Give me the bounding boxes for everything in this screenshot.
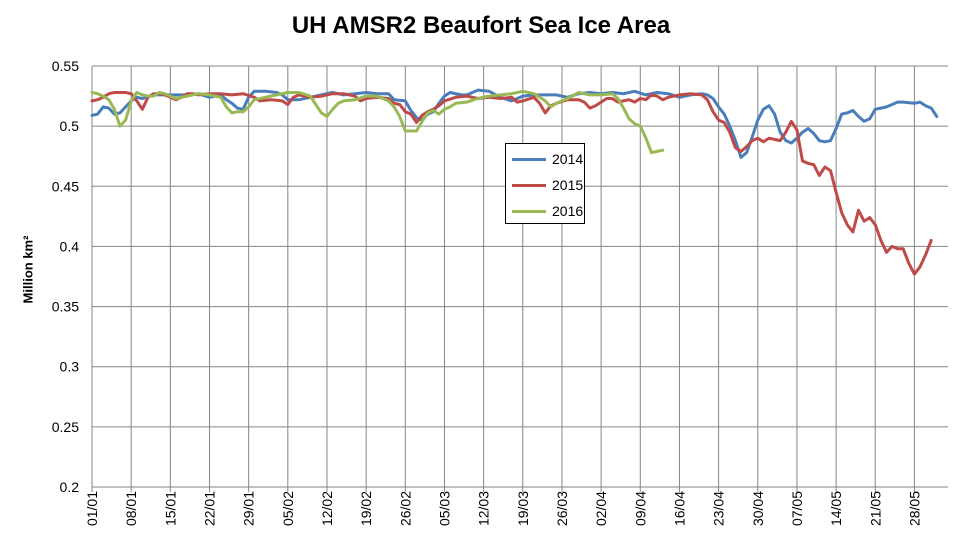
legend-item-2015: 2015 bbox=[512, 175, 583, 195]
series-line-2014 bbox=[90, 88, 939, 159]
chart-title: UH AMSR2 Beaufort Sea Ice Area bbox=[291, 12, 671, 39]
tick-labels: 0.2 0.25 0.3 0.35 0.4 0.45 0.5 0.55 01/01 08/01 15… bbox=[52, 58, 923, 526]
series-line-2016 bbox=[90, 89, 665, 155]
x-tick-label: 05/02 bbox=[280, 491, 296, 526]
legend-item-2016: 2016 bbox=[512, 201, 583, 221]
legend-label-2015: 2015 bbox=[552, 177, 584, 193]
legend-item-2014: 2014 bbox=[512, 149, 583, 169]
x-tick-label: 26/02 bbox=[397, 491, 413, 526]
legend-label-2016: 2016 bbox=[552, 203, 584, 219]
legend: 2014 2015 2016 bbox=[505, 143, 585, 224]
x-tick-label: 16/04 bbox=[671, 491, 687, 526]
x-tick-label: 22/01 bbox=[201, 491, 217, 526]
x-tick-label: 15/01 bbox=[162, 491, 178, 526]
legend-label-2014: 2014 bbox=[552, 151, 584, 167]
x-tick-label: 12/02 bbox=[319, 491, 335, 526]
x-tick-label: 28/05 bbox=[906, 491, 922, 526]
x-tick-label: 05/03 bbox=[436, 491, 452, 526]
series-lines bbox=[90, 88, 939, 276]
x-tick-label: 19/03 bbox=[515, 491, 531, 526]
x-tick-label: 09/04 bbox=[632, 491, 648, 526]
x-tick-label: 07/05 bbox=[789, 491, 805, 526]
y-tick-label: 0.45 bbox=[52, 178, 79, 194]
y-tick-label: 0.2 bbox=[60, 479, 80, 495]
y-tick-label: 0.5 bbox=[60, 118, 80, 134]
x-tick-label: 26/03 bbox=[554, 491, 570, 526]
x-tick-label: 08/01 bbox=[123, 491, 139, 526]
x-tick-label: 14/05 bbox=[828, 491, 844, 526]
x-tick-label: 19/02 bbox=[358, 491, 374, 526]
x-tick-label: 12/03 bbox=[476, 491, 492, 526]
legend-swatch-2016 bbox=[512, 209, 546, 213]
legend-swatch-2015 bbox=[512, 183, 546, 187]
y-tick-label: 0.55 bbox=[52, 58, 79, 74]
y-tick-label: 0.4 bbox=[60, 238, 80, 254]
x-tick-label: 01/01 bbox=[84, 491, 100, 526]
y-tick-label: 0.35 bbox=[52, 299, 79, 315]
y-tick-label: 0.25 bbox=[52, 419, 79, 435]
x-tick-label: 21/05 bbox=[867, 491, 883, 526]
y-tick-label: 0.3 bbox=[60, 359, 80, 375]
axes bbox=[91, 66, 948, 492]
x-tick-label: 29/01 bbox=[241, 491, 257, 526]
x-tick-label: 02/04 bbox=[593, 491, 609, 526]
x-tick-label: 30/04 bbox=[750, 491, 766, 526]
legend-swatch-2014 bbox=[512, 157, 546, 161]
x-tick-label: 23/04 bbox=[711, 491, 727, 526]
grid-lines bbox=[91, 65, 948, 488]
